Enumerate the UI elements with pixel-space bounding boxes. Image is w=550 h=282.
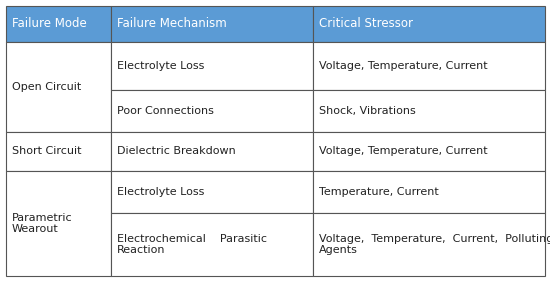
Text: Failure Mechanism: Failure Mechanism (117, 17, 227, 30)
Bar (313, 90, 544, 131)
Text: Temperature, Current: Temperature, Current (320, 187, 439, 197)
Text: Short Circuit: Short Circuit (12, 146, 81, 156)
Text: Voltage, Temperature, Current: Voltage, Temperature, Current (320, 146, 488, 156)
Text: Voltage, Temperature, Current: Voltage, Temperature, Current (320, 61, 488, 71)
Bar (313, 131, 544, 171)
Bar (111, 131, 313, 171)
Text: Shock, Vibrations: Shock, Vibrations (320, 105, 416, 116)
Bar (111, 42, 313, 90)
Bar (6, 171, 111, 276)
Text: Electrochemical    Parasitic
Reaction: Electrochemical Parasitic Reaction (117, 234, 267, 255)
Text: Failure Mode: Failure Mode (12, 17, 87, 30)
Bar (6, 42, 111, 131)
Bar (6, 6, 111, 42)
Bar (313, 171, 544, 213)
Bar (6, 131, 111, 171)
Text: Electrolyte Loss: Electrolyte Loss (117, 187, 205, 197)
Bar (111, 6, 313, 42)
Text: Critical Stressor: Critical Stressor (320, 17, 414, 30)
Bar (313, 42, 544, 90)
Bar (111, 171, 313, 213)
Text: Dielectric Breakdown: Dielectric Breakdown (117, 146, 236, 156)
Text: Poor Connections: Poor Connections (117, 105, 214, 116)
Bar (111, 90, 313, 131)
Text: Parametric
Wearout: Parametric Wearout (12, 213, 73, 234)
Text: Electrolyte Loss: Electrolyte Loss (117, 61, 205, 71)
Bar (313, 213, 544, 276)
Text: Voltage,  Temperature,  Current,  Polluting
Agents: Voltage, Temperature, Current, Polluting… (320, 234, 550, 255)
Bar (313, 6, 544, 42)
Text: Open Circuit: Open Circuit (12, 82, 81, 92)
Bar (111, 213, 313, 276)
